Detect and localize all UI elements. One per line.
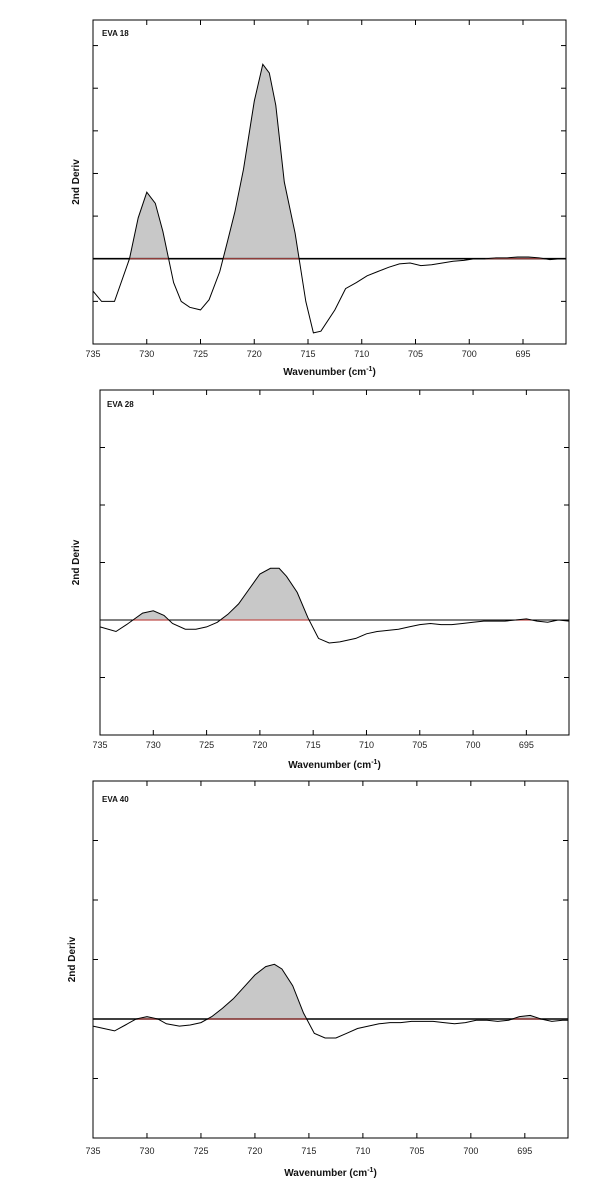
spectrum-line: [99, 567, 570, 644]
x-axis-title-superscript: -1: [366, 366, 372, 373]
x-tick-label: 705: [408, 349, 423, 359]
x-tick-label: 720: [247, 1146, 262, 1156]
x-tick-label: 715: [301, 1146, 316, 1156]
x-tick-label: 730: [146, 740, 161, 750]
panel-title: EVA 40: [102, 795, 129, 804]
x-tick-label: 720: [252, 740, 267, 750]
x-tick-label: 700: [462, 349, 477, 359]
shaded-peak-area: [207, 964, 307, 1019]
x-tick-label: 695: [515, 349, 530, 359]
shaded-peak-area: [223, 64, 300, 259]
x-axis-title-main: Wavenumber (cm: [283, 367, 366, 378]
x-tick-label: 710: [359, 740, 374, 750]
chart-panel-eva-28: 735 730 725 720 715 710 705 700 695 EVA 28 2nd Der…: [71, 389, 570, 771]
x-axis-title-main: Wavenumber (cm: [288, 760, 371, 771]
chart-panel-eva-40: 735 730 725 720 715 710 705 700 695 EVA 40 2nd Der…: [67, 780, 569, 1179]
y-axis-title: 2nd Deriv: [71, 539, 82, 585]
y-axis-title: 2nd Deriv: [67, 936, 78, 982]
x-tick-label: 735: [85, 1146, 100, 1156]
x-tick-label: 695: [517, 1146, 532, 1156]
x-tick-label: 715: [306, 740, 321, 750]
x-axis-title-superscript: -1: [367, 1167, 373, 1174]
x-tick-label: 700: [466, 740, 481, 750]
x-axis-title-superscript: -1: [371, 759, 377, 766]
spectrum-line: [92, 963, 568, 1039]
y-axis-title: 2nd Deriv: [71, 159, 82, 205]
plot-frame: [92, 780, 569, 1139]
x-tick-label: 725: [193, 349, 208, 359]
x-tick-label: 730: [139, 349, 154, 359]
x-tick-label: 735: [85, 349, 100, 359]
x-axis-title-suffix: ): [372, 367, 375, 378]
x-axis-title: Wavenumber (cm-1): [288, 759, 381, 771]
x-tick-label: 735: [92, 740, 107, 750]
spectrum-line: [92, 63, 566, 334]
x-axis-title-suffix: ): [377, 760, 380, 771]
panel-title: EVA 28: [107, 400, 134, 409]
panel-title: EVA 18: [102, 29, 129, 38]
x-axis-title-suffix: ): [373, 1168, 376, 1179]
x-tick-label: 705: [409, 1146, 424, 1156]
shaded-peak-area: [220, 568, 309, 620]
shaded-peak-area: [512, 1015, 541, 1019]
x-tick-label: 705: [412, 740, 427, 750]
chart-panel-eva-18: 735 730 725 720 715 710 705 700 695 EVA 18 2nd Der…: [71, 19, 567, 378]
x-tick-label: 700: [463, 1146, 478, 1156]
x-tick-label: 730: [139, 1146, 154, 1156]
x-tick-label: 725: [193, 1146, 208, 1156]
x-tick-label: 715: [300, 349, 315, 359]
x-tick-label: 725: [199, 740, 214, 750]
x-tick-label: 710: [354, 349, 369, 359]
x-axis-title: Wavenumber (cm-1): [284, 1167, 377, 1179]
x-axis-title-main: Wavenumber (cm: [284, 1168, 367, 1179]
plot-frame: [92, 19, 567, 345]
shaded-peak-area: [133, 610, 169, 620]
x-tick-label: 695: [519, 740, 534, 750]
x-axis-title: Wavenumber (cm-1): [283, 366, 376, 378]
x-tick-label: 720: [247, 349, 262, 359]
x-tick-label: 710: [355, 1146, 370, 1156]
shaded-peak-area: [129, 192, 169, 259]
plot-frame: [99, 389, 570, 736]
